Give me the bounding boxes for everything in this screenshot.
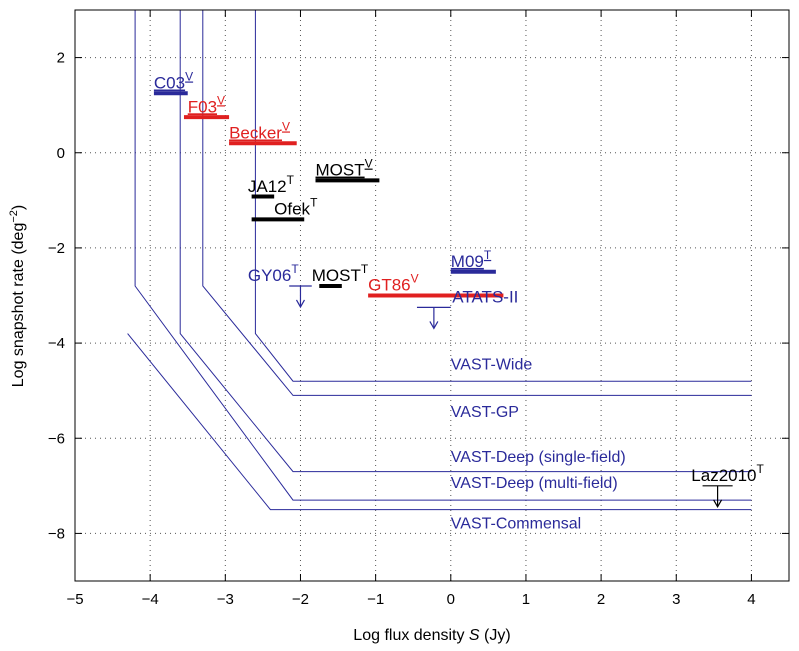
x-tick-label: −3 — [217, 591, 234, 608]
x-tick-label: −1 — [367, 591, 384, 608]
survey-name: GT86 — [368, 276, 411, 295]
survey-label: OfekT — [274, 196, 318, 219]
survey-label: MOSTV — [316, 157, 373, 180]
survey-name: JA12 — [248, 177, 287, 196]
axis-ticks: −5 −4 −3 −2 −1 0 1 2 3 4 −8 −6 −4 −2 0 2 — [48, 10, 789, 608]
survey-sup: T — [291, 262, 299, 276]
curve-line — [127, 333, 752, 511]
y-axis-exponent: −2 — [8, 210, 20, 223]
y-tick-label: −8 — [48, 525, 65, 542]
survey-name: MOST — [316, 161, 365, 180]
survey-sup: V — [185, 70, 193, 84]
y-tick-label: −6 — [48, 430, 65, 447]
curve-label: VAST-GP — [451, 404, 519, 421]
curve-line — [202, 10, 752, 396]
x-axis-label: Log flux density S (Jy) — [353, 627, 510, 644]
x-tick-label: −4 — [142, 591, 159, 608]
plot-frame — [74, 9, 790, 582]
survey-name: F03 — [188, 97, 217, 116]
survey-label: C03V — [154, 70, 193, 93]
survey-label: JA12T — [248, 173, 295, 196]
x-tick-label: 0 — [447, 591, 455, 608]
x-tick-label: 1 — [522, 591, 530, 608]
survey-label: BeckerV — [229, 119, 290, 142]
survey-sup: V — [217, 93, 225, 107]
survey-label: F03V — [188, 93, 225, 116]
x-tick-label: −2 — [292, 591, 309, 608]
survey-sup: T — [310, 196, 318, 210]
survey-label: M09T — [451, 248, 492, 271]
survey-label: GT86V — [368, 272, 419, 295]
curve-label: VAST-Deep (single-field) — [451, 449, 626, 466]
curve-line — [254, 10, 752, 382]
survey-sup: T — [287, 173, 295, 187]
survey-label: GY06T — [248, 262, 299, 285]
survey-name: ATATS-II — [452, 288, 518, 307]
survey-label: Laz2010T — [691, 462, 764, 485]
y-axis-label: Log snapshot rate (deg−2) — [8, 205, 27, 387]
survey-limit-arrowhead — [429, 321, 439, 330]
survey-label: ATATS-II — [452, 288, 518, 307]
survey-name: Ofek — [274, 200, 310, 219]
curve-label: VAST-Commensal — [451, 516, 581, 533]
survey-name: C03 — [154, 74, 185, 93]
curve-line — [134, 10, 752, 501]
x-tick-label: 3 — [672, 591, 680, 608]
y-tick-label: 2 — [57, 50, 65, 67]
survey-sup: T — [484, 248, 492, 262]
grid — [74, 10, 789, 581]
survey-name: M09 — [451, 252, 484, 271]
x-tick-label: 4 — [747, 591, 755, 608]
curve-line — [179, 10, 752, 473]
x-axis-symbol: S — [469, 627, 480, 644]
sensitivity-curves: VAST-Wide VAST-GP VAST-Deep (single-field)… — [127, 10, 752, 533]
survey-limit-arrowhead — [713, 499, 723, 509]
survey-label: MOSTT — [312, 262, 369, 285]
survey-sup: V — [282, 119, 290, 133]
survey-sup: T — [757, 462, 765, 476]
y-tick-label: −2 — [48, 240, 65, 257]
curve-label: VAST-Wide — [451, 356, 533, 373]
survey-limit-arrowhead — [295, 299, 305, 309]
x-tick-label: 2 — [597, 591, 605, 608]
survey-sup: T — [361, 262, 369, 276]
x-tick-label: −5 — [66, 591, 83, 608]
curve-label: VAST-Deep (multi-field) — [451, 475, 618, 492]
survey-name: GY06 — [248, 266, 291, 285]
survey-sup: V — [365, 157, 373, 171]
survey-name: Laz2010 — [691, 466, 756, 485]
y-tick-label: 0 — [57, 145, 65, 162]
survey-name: MOST — [312, 266, 361, 285]
y-tick-label: −4 — [48, 335, 65, 352]
survey-name: Becker — [229, 123, 282, 142]
survey-sup: V — [411, 272, 419, 286]
